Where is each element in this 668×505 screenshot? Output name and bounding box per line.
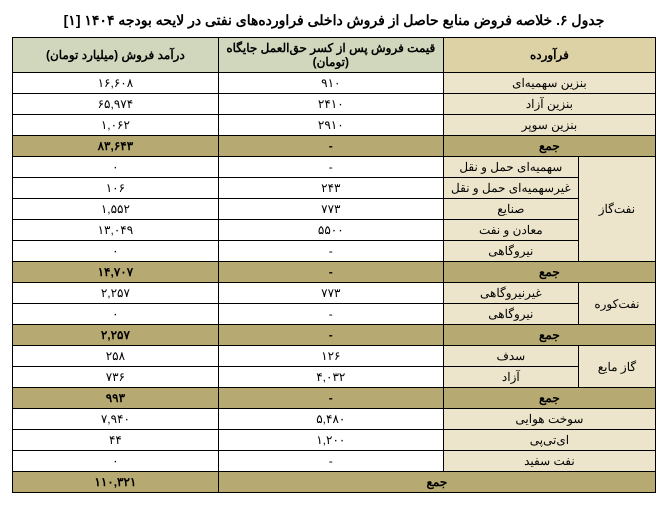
price-cell: - — [218, 304, 443, 325]
price-cell: ۵۵۰۰ — [218, 220, 443, 241]
revenue-cell: ۲۵۸ — [13, 346, 219, 367]
price-cell: - — [218, 157, 443, 178]
header-product: فرآورده — [443, 38, 655, 73]
revenue-cell: ۴۴ — [13, 430, 219, 451]
price-cell: - — [218, 451, 443, 472]
subcategory-cell: نفت سفید — [443, 451, 655, 472]
sum-price: - — [218, 388, 443, 409]
revenue-cell: ۱,۵۵۲ — [13, 199, 219, 220]
sum-price: - — [218, 262, 443, 283]
table-title: جدول ۶. خلاصه فروض منابع حاصل از فروش دا… — [12, 12, 656, 29]
revenue-cell: ۰ — [13, 451, 219, 472]
subcategory-cell: بنزین سوپر — [443, 115, 655, 136]
sum-price: - — [218, 136, 443, 157]
header-row: فرآورده قیمت فروش پس از کسر حق‌العمل جای… — [13, 38, 656, 73]
sum-label: جمع — [443, 388, 655, 409]
sum-row: جمع - ۱۴,۷۰۷ — [13, 262, 656, 283]
table-row: بنزین سهمیه‌ای ۹۱۰ ۱۶,۶۰۸ — [13, 73, 656, 94]
table-row: نیروگاهی - ۰ — [13, 304, 656, 325]
price-cell: ۴,۰۳۲ — [218, 367, 443, 388]
revenue-cell: ۰ — [13, 241, 219, 262]
sum-revenue: ۸۳,۶۴۳ — [13, 136, 219, 157]
table-row: بنزین سوپر ۲۹۱۰ ۱,۰۶۲ — [13, 115, 656, 136]
table-row: معادن و نفت ۵۵۰۰ ۱۳,۰۴۹ — [13, 220, 656, 241]
subcategory-cell: بنزین سهمیه‌ای — [443, 73, 655, 94]
grand-label: جمع — [218, 472, 655, 493]
price-cell: ۲۹۱۰ — [218, 115, 443, 136]
revenue-cell: ۰ — [13, 304, 219, 325]
price-cell: ۷۷۳ — [218, 283, 443, 304]
price-cell: ۹۱۰ — [218, 73, 443, 94]
revenue-cell: ۱۶,۶۰۸ — [13, 73, 219, 94]
category-cell: نفت‌کوره — [578, 283, 655, 325]
subcategory-cell: نیروگاهی — [443, 304, 578, 325]
revenue-cell: ۷۳۶ — [13, 367, 219, 388]
sum-row: جمع - ۲,۲۵۷ — [13, 325, 656, 346]
category-cell: گاز مایع — [578, 346, 655, 388]
table-row: نفت‌گاز سهمیه‌ای حمل و نقل - ۰ — [13, 157, 656, 178]
table-row: آزاد ۴,۰۳۲ ۷۳۶ — [13, 367, 656, 388]
price-cell: ۱,۲۰۰ — [218, 430, 443, 451]
sum-revenue: ۹۹۳ — [13, 388, 219, 409]
price-cell: - — [218, 241, 443, 262]
subcategory-cell: آزاد — [443, 367, 578, 388]
subcategory-cell: معادن و نفت — [443, 220, 578, 241]
price-cell: ۲۴۱۰ — [218, 94, 443, 115]
revenue-cell: ۱,۰۶۲ — [13, 115, 219, 136]
subcategory-cell: غیرسهمیه‌ای حمل و نقل — [443, 178, 578, 199]
subcategory-cell: بنزین آزاد — [443, 94, 655, 115]
subcategory-cell: سدف — [443, 346, 578, 367]
table-row: نیروگاهی - ۰ — [13, 241, 656, 262]
subcategory-cell: سهمیه‌ای حمل و نقل — [443, 157, 578, 178]
table-row: گاز مایع سدف ۱۲۶ ۲۵۸ — [13, 346, 656, 367]
table-row: نفت سفید - ۰ — [13, 451, 656, 472]
grand-revenue: ۱۱۰,۳۲۱ — [13, 472, 219, 493]
sum-label: جمع — [443, 136, 655, 157]
budget-table: فرآورده قیمت فروش پس از کسر حق‌العمل جای… — [12, 37, 656, 493]
revenue-cell: ۶۵,۹۷۴ — [13, 94, 219, 115]
price-cell: ۱۲۶ — [218, 346, 443, 367]
revenue-cell: ۷,۹۴۰ — [13, 409, 219, 430]
table-row: بنزین آزاد ۲۴۱۰ ۶۵,۹۷۴ — [13, 94, 656, 115]
table-row: غیرسهمیه‌ای حمل و نقل ۲۴۳ ۱۰۶ — [13, 178, 656, 199]
price-cell: ۷۷۳ — [218, 199, 443, 220]
subcategory-cell: صنایع — [443, 199, 578, 220]
sum-label: جمع — [443, 325, 655, 346]
grand-total-row: جمع ۱۱۰,۳۲۱ — [13, 472, 656, 493]
table-row: ای‌تی‌پی ۱,۲۰۰ ۴۴ — [13, 430, 656, 451]
header-price: قیمت فروش پس از کسر حق‌العمل جایگاه (توم… — [218, 38, 443, 73]
sum-price: - — [218, 325, 443, 346]
table-row: صنایع ۷۷۳ ۱,۵۵۲ — [13, 199, 656, 220]
price-cell: ۲۴۳ — [218, 178, 443, 199]
table-row: سوخت هوایی ۵,۴۸۰ ۷,۹۴۰ — [13, 409, 656, 430]
revenue-cell: ۰ — [13, 157, 219, 178]
revenue-cell: ۱۰۶ — [13, 178, 219, 199]
sum-revenue: ۲,۲۵۷ — [13, 325, 219, 346]
table-row: نفت‌کوره غیرنیروگاهی ۷۷۳ ۲,۲۵۷ — [13, 283, 656, 304]
revenue-cell: ۱۳,۰۴۹ — [13, 220, 219, 241]
category-cell: نفت‌گاز — [578, 157, 655, 262]
price-cell: ۵,۴۸۰ — [218, 409, 443, 430]
sum-row: جمع - ۸۳,۶۴۳ — [13, 136, 656, 157]
revenue-cell: ۲,۲۵۷ — [13, 283, 219, 304]
subcategory-cell: سوخت هوایی — [443, 409, 655, 430]
subcategory-cell: ای‌تی‌پی — [443, 430, 655, 451]
header-revenue: درآمد فروش (میلیارد تومان) — [13, 38, 219, 73]
subcategory-cell: نیروگاهی — [443, 241, 578, 262]
sum-revenue: ۱۴,۷۰۷ — [13, 262, 219, 283]
subcategory-cell: غیرنیروگاهی — [443, 283, 578, 304]
sum-row: جمع - ۹۹۳ — [13, 388, 656, 409]
sum-label: جمع — [443, 262, 655, 283]
